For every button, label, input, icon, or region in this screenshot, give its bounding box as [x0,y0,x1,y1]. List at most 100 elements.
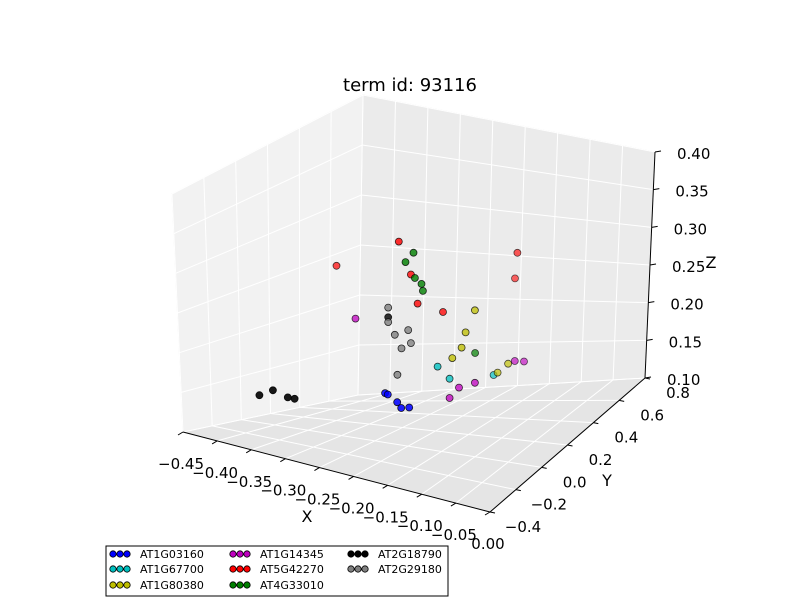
grid-line [177,244,651,314]
y-axis-label: Y [601,471,612,490]
legend-marker [236,550,244,558]
data-point [410,274,419,282]
legend-marker [229,581,237,589]
x-tick-label: −0.05 [431,526,477,544]
legend-box [105,545,449,597]
data-point [439,308,447,316]
z-tick-mark [653,188,660,191]
x-tick-mark [245,449,252,454]
z-tick-label: 0.35 [675,183,708,201]
y-tick-mark [489,511,496,514]
legend-marker [347,565,355,573]
x-tick-mark [280,458,286,463]
data-point [510,357,519,365]
z-tick-label: 0.15 [669,333,702,351]
legend-label: AT2G18790 [378,548,442,561]
legend-marker [109,550,117,558]
grid-line [173,144,654,235]
data-point [268,386,277,395]
grid-line [241,419,542,468]
y-tick-mark [619,399,625,402]
legend-marker [243,581,251,589]
x-tick-label: −0.45 [158,455,204,473]
legend-marker [123,550,131,558]
data-point [390,330,399,339]
legend-marker [347,550,355,558]
data-point [283,393,292,402]
legend-marker [243,565,251,573]
data-point [417,279,426,288]
z-tick-mark [649,263,657,266]
legend-marker [123,565,131,573]
y-tick-label: 0.8 [666,384,690,402]
data-point [394,237,403,246]
y-tick-label: 0.4 [614,429,638,447]
data-point [393,370,402,379]
x-tick-mark [177,431,184,436]
x-tick-label: 0.00 [471,535,504,553]
y-tick-label: −0.2 [531,496,567,514]
legend-marker [354,550,362,558]
grid-line [171,94,656,195]
legend-label: AT1G80380 [140,579,204,592]
data-point [493,368,502,377]
grid-line [328,399,620,402]
data-point [405,403,414,412]
data-point [470,306,479,315]
x-axis-line [182,431,491,513]
x-tick-mark [484,511,491,516]
data-point [413,299,422,308]
y-tick-mark [541,466,547,469]
x-tick-label: −0.40 [192,464,238,482]
legend-marker [116,550,124,558]
legend-marker [109,581,117,589]
x-tick-label: −0.15 [363,508,409,526]
data-point [455,383,463,392]
x-tick-label: −0.25 [294,491,340,509]
legend-marker [109,565,117,573]
z-tick-label: 0.25 [672,258,705,276]
y-tick-mark [567,444,573,447]
data-point [409,248,418,257]
z-tick-mark [646,338,653,341]
grid-line [270,413,568,446]
data-point [384,303,393,312]
y-tick-label: 0.2 [589,451,613,469]
x-tick-mark [211,440,218,445]
legend-marker [229,565,237,573]
grid-line [299,406,594,424]
data-point [255,391,264,400]
legend-label: AT1G14345 [260,548,324,561]
grid-line [212,425,516,491]
legend-marker [116,565,124,573]
grid-line [181,339,647,393]
data-point [383,390,392,399]
x-tick-label: −0.35 [226,473,272,491]
data-point [448,354,457,363]
y-tick-label: −0.4 [505,518,541,536]
legend-label: AT1G67700 [140,563,204,576]
x-tick-mark [416,493,423,498]
z-tick-label: 0.20 [670,296,703,314]
data-point [520,357,528,366]
y-tick-label: 0.0 [563,473,587,491]
data-point [511,274,519,283]
x-tick-label: −0.30 [260,482,306,500]
z-tick-mark [644,376,652,379]
legend-marker [236,581,244,589]
z-tick-labels: 0.10 0.15 0.20 0.25 0.30 0.35 0.40 [644,145,710,389]
data-point [384,318,393,327]
data-point [445,394,454,402]
x-tick-mark [348,476,354,480]
legend-marker [361,550,369,558]
data-point [332,261,341,270]
legend-label: AT5G42270 [260,563,324,576]
grid-line [179,294,649,354]
x-axis-label: X [302,507,313,526]
data-point [513,248,522,257]
data-point [393,398,402,407]
y-tick-mark [515,489,521,492]
data-point [401,258,410,267]
data-point [290,394,299,403]
data-point [397,344,406,353]
